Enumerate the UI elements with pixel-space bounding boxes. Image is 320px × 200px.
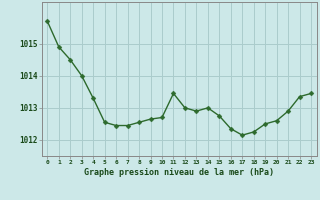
X-axis label: Graphe pression niveau de la mer (hPa): Graphe pression niveau de la mer (hPa) xyxy=(84,168,274,177)
